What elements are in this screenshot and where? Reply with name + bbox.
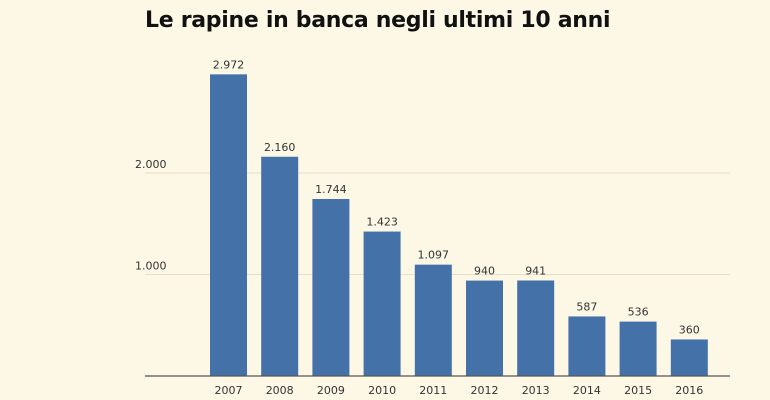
data-label-2008: 2.160: [264, 141, 296, 154]
bar-2008: [261, 156, 299, 376]
bar-2016: [670, 339, 708, 376]
x-tick-label-2015: 2015: [624, 384, 652, 397]
bar-2015: [619, 321, 657, 376]
x-tick-label-2013: 2013: [522, 384, 550, 397]
data-label-2016: 360: [679, 323, 700, 336]
data-label-2007: 2.972: [213, 58, 245, 71]
y-tick-label-2000: 2.000: [135, 158, 167, 171]
bar-2013: [517, 280, 555, 376]
x-tick-label-2012: 2012: [471, 384, 499, 397]
bar-2010: [363, 231, 401, 376]
x-tick-label-2011: 2011: [419, 384, 447, 397]
data-label-2013: 941: [525, 264, 546, 277]
data-label-2009: 1.744: [315, 183, 347, 196]
x-tick-label-2016: 2016: [675, 384, 703, 397]
bars: [210, 74, 708, 376]
data-label-2014: 587: [576, 300, 597, 313]
x-tick-label-2007: 2007: [215, 384, 243, 397]
x-tick-label-2014: 2014: [573, 384, 601, 397]
data-label-2015: 536: [628, 306, 649, 319]
y-tick-label-1000: 1.000: [135, 260, 167, 273]
data-label-2010: 1.423: [366, 216, 398, 229]
data-label-2012: 940: [474, 265, 495, 278]
bar-2009: [312, 198, 350, 376]
x-tick-label-2009: 2009: [317, 384, 345, 397]
bar-2012: [466, 280, 503, 376]
chart-title: Le rapine in banca negli ultimi 10 anni: [145, 8, 611, 33]
x-tick-label-2010: 2010: [368, 384, 396, 397]
x-tick-label-2008: 2008: [266, 384, 294, 397]
bar-2011: [414, 264, 452, 376]
labels: 2.972 2007 2.160 2008 1.744 2009 1.423 2010 1.09…: [213, 58, 704, 397]
bar-2014: [568, 316, 606, 376]
data-label-2011: 1.097: [418, 249, 450, 262]
bar-2007: [210, 74, 247, 376]
